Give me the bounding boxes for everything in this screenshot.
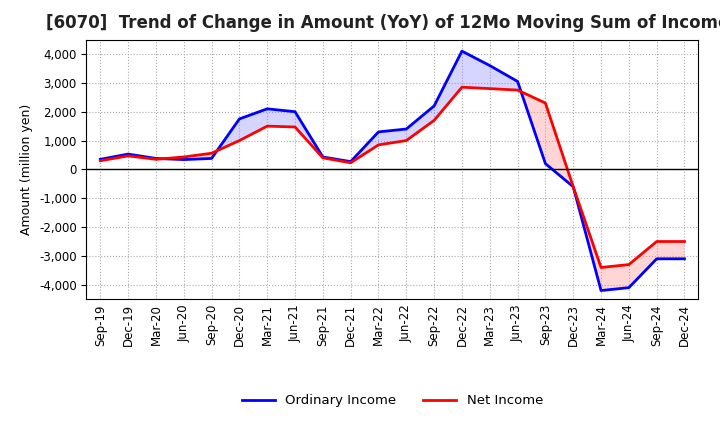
Net Income — [430, 118, 438, 123]
Net Income — [513, 88, 522, 93]
Ordinary Income — [346, 159, 355, 164]
Ordinary Income — [458, 48, 467, 54]
Ordinary Income — [402, 126, 410, 132]
Net Income — [124, 153, 132, 158]
Net Income — [96, 158, 104, 163]
Net Income — [179, 154, 188, 160]
Net Income — [569, 184, 577, 189]
Y-axis label: Amount (million yen): Amount (million yen) — [20, 104, 33, 235]
Net Income — [458, 84, 467, 90]
Line: Ordinary Income: Ordinary Income — [100, 51, 685, 290]
Ordinary Income — [624, 285, 633, 290]
Ordinary Income — [152, 156, 161, 161]
Net Income — [207, 150, 216, 156]
Legend: Ordinary Income, Net Income: Ordinary Income, Net Income — [237, 389, 548, 412]
Ordinary Income — [513, 79, 522, 84]
Ordinary Income — [179, 157, 188, 162]
Net Income — [624, 262, 633, 267]
Ordinary Income — [652, 256, 661, 261]
Net Income — [402, 138, 410, 143]
Net Income — [152, 157, 161, 162]
Net Income — [263, 124, 271, 129]
Ordinary Income — [207, 156, 216, 161]
Net Income — [346, 160, 355, 165]
Net Income — [652, 239, 661, 244]
Ordinary Income — [318, 154, 327, 160]
Net Income — [318, 155, 327, 161]
Ordinary Income — [263, 106, 271, 111]
Net Income — [541, 100, 550, 106]
Net Income — [235, 138, 243, 143]
Net Income — [680, 239, 689, 244]
Line: Net Income: Net Income — [100, 87, 685, 268]
Net Income — [291, 125, 300, 130]
Ordinary Income — [291, 109, 300, 114]
Ordinary Income — [96, 157, 104, 162]
Net Income — [597, 265, 606, 270]
Net Income — [485, 86, 494, 91]
Ordinary Income — [541, 161, 550, 166]
Ordinary Income — [374, 129, 383, 135]
Ordinary Income — [124, 151, 132, 157]
Ordinary Income — [680, 256, 689, 261]
Net Income — [374, 142, 383, 147]
Ordinary Income — [569, 184, 577, 189]
Title: [6070]  Trend of Change in Amount (YoY) of 12Mo Moving Sum of Incomes: [6070] Trend of Change in Amount (YoY) o… — [46, 15, 720, 33]
Ordinary Income — [485, 63, 494, 68]
Ordinary Income — [597, 288, 606, 293]
Ordinary Income — [430, 103, 438, 109]
Ordinary Income — [235, 116, 243, 121]
